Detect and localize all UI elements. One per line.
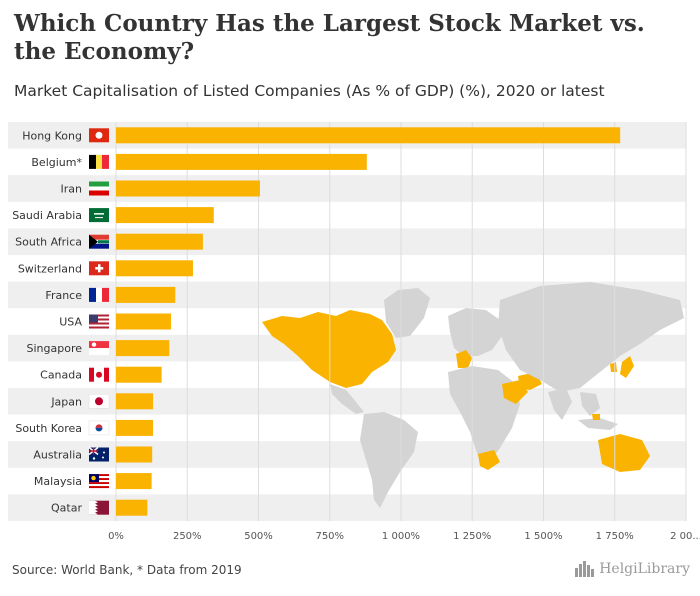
x-tick-label: 500%	[244, 531, 273, 542]
iran-flag-icon	[89, 181, 109, 196]
y-tick-label: Malaysia	[34, 475, 82, 488]
world-map-icon	[262, 282, 684, 508]
bar	[116, 153, 367, 170]
y-tick-label: Saudi Arabia	[12, 209, 82, 222]
y-tick-label: Canada	[40, 369, 82, 382]
y-tick-label: Singapore	[27, 342, 83, 355]
bar	[116, 446, 153, 463]
bar	[116, 366, 162, 383]
usa-flag-icon	[89, 314, 109, 329]
x-tick-label: 1 750%	[596, 531, 634, 542]
saudi-arabia-flag-icon	[89, 208, 109, 223]
library-icon	[575, 561, 595, 577]
x-tick-label: 1 000%	[382, 531, 420, 542]
y-tick-label: Qatar	[51, 502, 82, 515]
chart-subtitle: Market Capitalisation of Listed Companie…	[14, 82, 605, 100]
bar	[116, 473, 152, 490]
y-tick-label: Belgium*	[31, 156, 82, 169]
y-tick-label: France	[45, 289, 82, 302]
chart-title: Which Country Has the Largest Stock Mark…	[14, 10, 645, 65]
x-tick-label: 1 250%	[453, 531, 491, 542]
canada-flag-icon	[89, 367, 109, 382]
bar	[116, 340, 170, 357]
source-note: Source: World Bank, * Data from 2019	[12, 563, 242, 577]
x-tick-label: 2 00...	[670, 531, 700, 542]
hong-kong-flag-icon	[89, 128, 109, 143]
y-tick-label: South Africa	[15, 236, 82, 249]
japan-flag-icon	[88, 394, 110, 409]
bar	[116, 499, 148, 516]
bar	[116, 313, 172, 330]
row-band	[8, 175, 686, 202]
bar	[116, 260, 193, 277]
y-tick-label: Switzerland	[18, 262, 82, 275]
x-tick-label: 250%	[173, 531, 202, 542]
bar	[116, 180, 260, 197]
brand-logo: HelgiLibrary	[575, 561, 690, 577]
x-tick-label: 750%	[315, 531, 344, 542]
y-tick-label: Japan	[50, 395, 82, 408]
france-flag-icon	[89, 287, 109, 302]
row-band	[8, 228, 686, 255]
row-band	[8, 494, 686, 521]
qatar-flag-icon	[89, 500, 109, 515]
bar	[116, 419, 154, 436]
y-tick-label: USA	[59, 316, 82, 329]
malaysia-flag-icon	[89, 474, 109, 489]
y-tick-label: Hong Kong	[22, 129, 82, 142]
y-tick-label: South Korea	[15, 422, 82, 435]
bar	[116, 393, 154, 410]
south-korea-flag-icon	[88, 420, 110, 436]
x-tick-label: 1 500%	[524, 531, 562, 542]
switzerland-flag-icon	[89, 261, 109, 276]
brand-name: HelgiLibrary	[599, 561, 690, 577]
y-tick-label: Australia	[33, 449, 82, 462]
belgium-flag-icon	[89, 154, 109, 169]
singapore-flag-icon	[89, 341, 109, 356]
bar	[116, 127, 621, 144]
bar	[116, 286, 176, 303]
bar	[116, 233, 203, 250]
row-band	[8, 441, 686, 468]
bar	[116, 207, 214, 224]
y-tick-label: Iran	[61, 183, 83, 196]
south-africa-flag-icon	[89, 234, 109, 249]
australia-flag-icon	[88, 446, 109, 462]
x-tick-label: 0%	[108, 531, 124, 542]
